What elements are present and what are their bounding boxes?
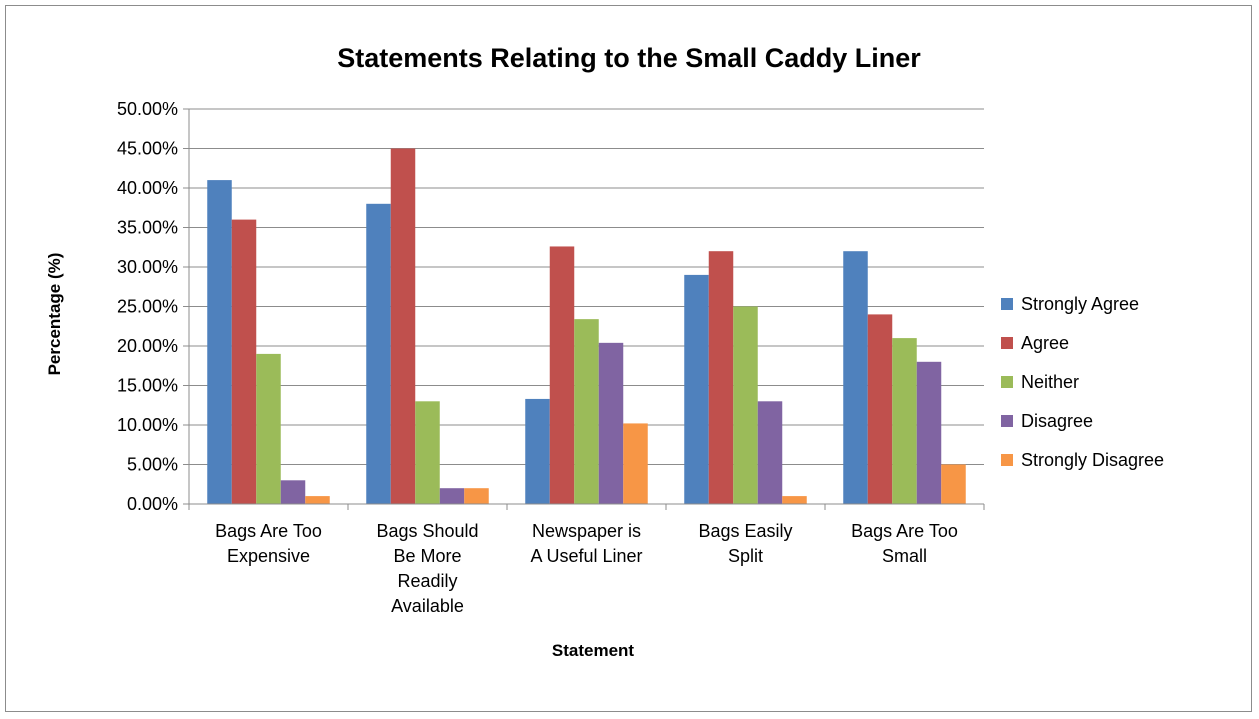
legend-label: Strongly Agree xyxy=(1021,294,1139,314)
bar xyxy=(439,488,465,504)
legend-label: Neither xyxy=(1021,372,1079,392)
bar xyxy=(892,338,917,504)
y-tick-label: 35.00% xyxy=(117,218,178,238)
y-tick-label: 50.00% xyxy=(117,99,178,119)
legend-swatch xyxy=(1001,337,1013,349)
x-category-label: Bags Easily Split xyxy=(698,521,792,566)
bar xyxy=(623,423,648,504)
y-tick-label: 40.00% xyxy=(117,178,178,198)
x-category-labels: Bags Are Too Expensive Bags Should Be More R… xyxy=(215,521,958,616)
legend: Strongly Agree Agree Neither Disagree Strong… xyxy=(1001,294,1164,470)
x-axis-title: Statement xyxy=(552,641,635,660)
chart-title: Statements Relating to the Small Caddy L… xyxy=(337,43,921,73)
bar xyxy=(941,464,966,504)
bar xyxy=(256,353,281,504)
x-category-label: Bags Are Too Expensive xyxy=(215,521,322,566)
legend-label: Strongly Disagree xyxy=(1021,450,1164,470)
x-category-label: Newspaper is A Useful Liner xyxy=(530,521,642,566)
bar xyxy=(733,306,758,504)
bar xyxy=(390,148,416,504)
bar xyxy=(684,274,709,504)
bar xyxy=(231,219,257,504)
bar xyxy=(916,361,942,504)
legend-label: Agree xyxy=(1021,333,1069,353)
bar xyxy=(843,251,868,504)
bar xyxy=(549,246,575,504)
y-tick-label: 10.00% xyxy=(117,415,178,435)
bar xyxy=(415,401,440,504)
bar xyxy=(782,496,807,504)
legend-swatch xyxy=(1001,376,1013,388)
bar xyxy=(366,203,391,505)
bar xyxy=(207,180,232,504)
bar xyxy=(525,398,550,504)
bar xyxy=(464,488,489,504)
bar xyxy=(280,480,306,504)
bar xyxy=(867,314,893,504)
y-tick-label: 5.00% xyxy=(127,455,178,475)
legend-label: Disagree xyxy=(1021,411,1093,431)
bar xyxy=(574,319,599,504)
bar xyxy=(598,342,624,504)
x-category-label: Bags Are Too Small xyxy=(851,521,958,566)
y-axis-title: Percentage (%) xyxy=(45,253,64,376)
y-tick-label: 15.00% xyxy=(117,376,178,396)
y-tick-label: 0.00% xyxy=(127,494,178,514)
y-tick-label: 25.00% xyxy=(117,297,178,317)
bar xyxy=(708,251,734,504)
chart-frame: Statements Relating to the Small Caddy L… xyxy=(5,5,1252,712)
y-tick-labels: 0.00% 5.00% 10.00% 15.00% 20.00% 25.00% 30.00%… xyxy=(117,99,178,514)
axes xyxy=(188,109,985,510)
y-tick-label: 30.00% xyxy=(117,257,178,277)
bar xyxy=(305,496,330,504)
x-category-label: Bags Should Be More Readily Available xyxy=(376,521,478,616)
bar-chart: Statements Relating to the Small Caddy L… xyxy=(45,43,1164,660)
y-tick-label: 45.00% xyxy=(117,139,178,159)
legend-swatch xyxy=(1001,454,1013,466)
legend-swatch xyxy=(1001,415,1013,427)
y-tick-label: 20.00% xyxy=(117,336,178,356)
bar xyxy=(757,401,783,504)
legend-swatch xyxy=(1001,298,1013,310)
bars xyxy=(207,148,966,505)
